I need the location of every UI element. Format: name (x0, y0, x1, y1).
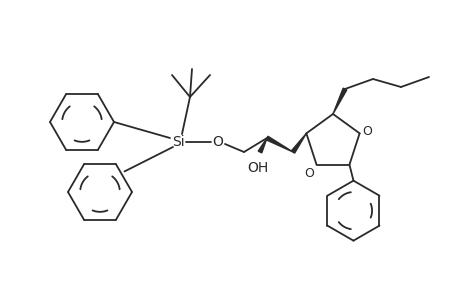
Text: O: O (212, 135, 223, 149)
Polygon shape (291, 133, 306, 153)
Polygon shape (332, 88, 346, 114)
Polygon shape (265, 136, 292, 152)
Text: Si: Si (171, 135, 184, 149)
Polygon shape (257, 138, 266, 153)
Text: O: O (362, 125, 372, 138)
Text: O: O (304, 167, 314, 180)
Text: OH: OH (247, 161, 268, 175)
